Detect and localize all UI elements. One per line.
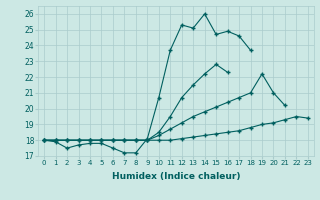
X-axis label: Humidex (Indice chaleur): Humidex (Indice chaleur) <box>112 172 240 181</box>
